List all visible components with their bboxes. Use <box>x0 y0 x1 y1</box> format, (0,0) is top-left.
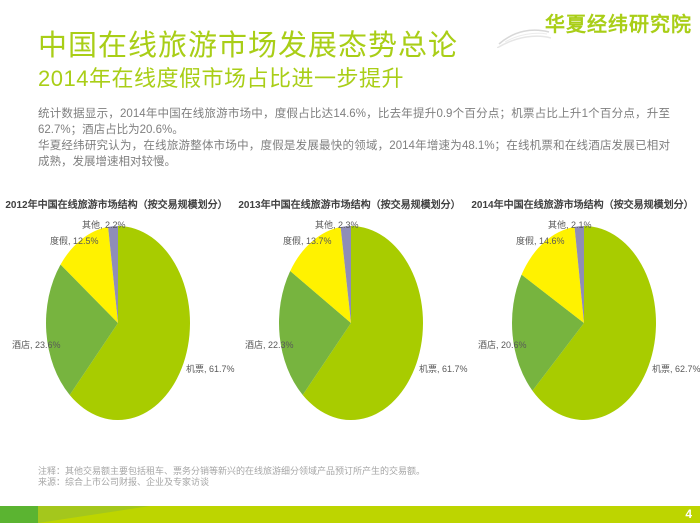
pie-label-jipiao: 机票, 61.7% <box>186 364 235 374</box>
source-line: 来源：综合上市公司财报、企业及专家访谈 <box>38 477 210 487</box>
pie-slice-度假 <box>290 227 351 323</box>
logo-text: 华夏经纬研究院 <box>545 14 692 36</box>
pie-slice-机票 <box>302 226 423 420</box>
pie-chart-2013: 2013年中国在线旅游市场结构（按交易规模划分） 机票, 61.7% 酒店, 2… <box>233 188 468 468</box>
note-line: 注释：其他交易额主要包括租车、票务分销等新兴的在线旅游细分领域产品预订所产生的交… <box>38 466 426 476</box>
page-number: 4 <box>685 507 692 521</box>
summary-text: 统计数据显示，2014年中国在线旅游市场中，度假占比达14.6%，比去年提升0.… <box>38 106 670 170</box>
pie-label-qita: 其他, 2.2% <box>82 220 126 230</box>
pie-chart-2012: 2012年中国在线旅游市场结构（按交易规模划分） 机票, 61.7% 酒店, 2… <box>0 188 235 468</box>
pie-slice-酒店 <box>512 274 584 391</box>
pie-2014 <box>512 226 656 420</box>
pie-label-qita: 其他, 2.3% <box>315 220 359 230</box>
logo-swoosh-icon <box>497 29 551 48</box>
bar-accent-wedge <box>38 506 150 523</box>
page-subtitle: 2014年在线度假市场占比进一步提升 <box>38 66 404 91</box>
pie-slice-机票 <box>69 226 190 420</box>
pie-label-dujia: 度假, 13.7% <box>283 236 332 246</box>
pie-label-jipiao: 机票, 61.7% <box>419 364 468 374</box>
pie-slice-其他 <box>574 226 584 323</box>
bottom-bar: 4 <box>0 506 700 523</box>
company-logo: 华夏经纬研究院 <box>497 8 692 48</box>
pie-label-jipiao: 机票, 62.7% <box>652 364 700 374</box>
summary-paragraph-1: 统计数据显示，2014年中国在线旅游市场中，度假占比达14.6%，比去年提升0.… <box>38 108 670 136</box>
chart-title-2012: 2012年中国在线旅游市场结构（按交易规模划分） <box>5 200 228 211</box>
summary-paragraph-2: 华夏经纬研究认为，在线旅游整体市场中，度假是发展最快的领域，2014年增速为48… <box>38 140 670 168</box>
pie-label-jiudian: 酒店, 22.3% <box>245 340 294 350</box>
pie-slice-酒店 <box>46 264 118 395</box>
bar-accent-block <box>0 506 38 523</box>
pie-slice-度假 <box>521 226 584 323</box>
footnotes: 注释：其他交易额主要包括租车、票务分销等新兴的在线旅游细分领域产品预订所产生的交… <box>38 466 425 488</box>
pie-label-qita: 其他, 2.1% <box>548 220 592 230</box>
chart-title-2013: 2013年中国在线旅游市场结构（按交易规模划分） <box>238 200 461 211</box>
charts-row: 2012年中国在线旅游市场结构（按交易规模划分） 机票, 61.7% 酒店, 2… <box>0 188 700 468</box>
pie-chart-2014: 2014年中国在线旅游市场结构（按交易规模划分） 机票, 62.7% 酒店, 2… <box>466 188 700 468</box>
pie-label-dujia: 度假, 12.5% <box>50 236 99 246</box>
pie-2013 <box>278 226 423 420</box>
chart-title-2014: 2014年中国在线旅游市场结构（按交易规模划分） <box>471 200 694 211</box>
pie-label-dujia: 度假, 14.6% <box>516 236 565 246</box>
page-title: 中国在线旅游市场发展态势总论 <box>38 30 459 62</box>
pie-slice-酒店 <box>278 271 351 395</box>
pie-label-jiudian: 酒店, 20.6% <box>478 340 527 350</box>
pie-slice-其他 <box>340 226 351 323</box>
pie-slice-度假 <box>60 226 118 323</box>
pie-slice-机票 <box>532 226 656 420</box>
pie-2012 <box>46 226 190 420</box>
pie-label-jiudian: 酒店, 23.6% <box>12 340 61 350</box>
pie-slice-其他 <box>108 226 118 323</box>
